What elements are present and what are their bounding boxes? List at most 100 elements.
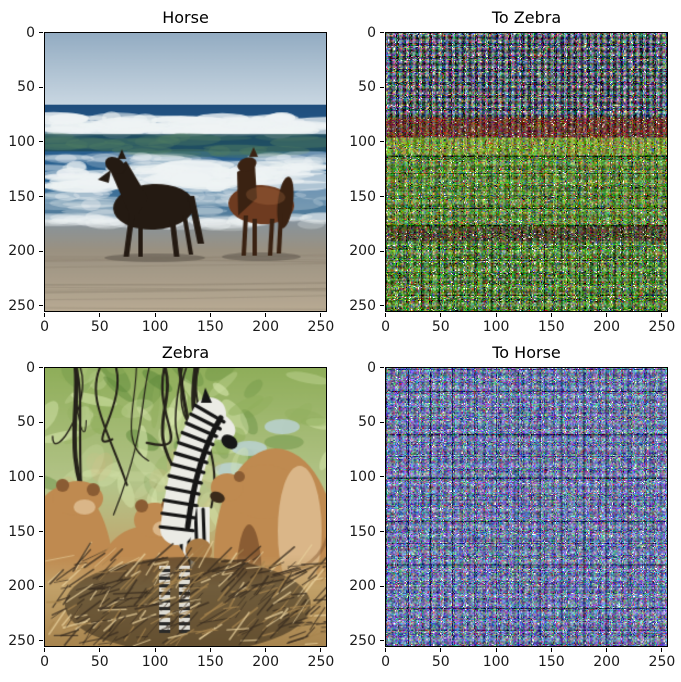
x-tick-label: 100 [482, 319, 510, 335]
y-tick-mark [380, 585, 384, 587]
x-tick-mark [385, 648, 387, 652]
x-tick-mark [209, 648, 211, 652]
x-tick-mark [606, 648, 608, 652]
zebra-photo-image [45, 368, 326, 646]
x-tick-mark [44, 313, 46, 317]
x-tick-mark [440, 313, 442, 317]
x-tick-mark [661, 313, 663, 317]
x-tick-label: 100 [482, 654, 510, 670]
y-tick-label: 0 [367, 24, 376, 41]
axes-frame-to-horse [385, 367, 668, 647]
x-tick-mark [320, 313, 322, 317]
x-tick-label: 200 [593, 319, 621, 335]
x-tick-mark [320, 648, 322, 652]
x-tick-label: 100 [141, 654, 169, 670]
y-tick-label: 50 [358, 414, 376, 431]
y-tick-mark [380, 305, 384, 307]
x-tick-label: 0 [40, 654, 50, 670]
x-tick-label: 150 [196, 319, 224, 335]
x-tick-label: 150 [537, 654, 565, 670]
x-tick-mark [550, 648, 552, 652]
y-tick-mark [380, 367, 384, 369]
y-tick-mark [380, 421, 384, 423]
x-tick-label: 50 [431, 654, 450, 670]
y-tick-mark [39, 531, 43, 533]
y-tick-label: 0 [367, 359, 376, 376]
y-tick-mark [380, 141, 384, 143]
subplot-title-to-zebra: To Zebra [491, 8, 562, 27]
x-tick-label: 0 [381, 654, 391, 670]
x-tick-mark [154, 313, 156, 317]
y-tick-mark [380, 640, 384, 642]
y-tick-label: 200 [349, 578, 376, 595]
x-tick-label: 150 [537, 319, 565, 335]
x-tick-label: 250 [648, 654, 676, 670]
y-tick-label: 50 [17, 414, 35, 431]
axes-frame-horse [44, 32, 327, 312]
y-tick-label: 250 [349, 632, 376, 649]
y-tick-label: 150 [8, 523, 35, 540]
y-tick-mark [39, 86, 43, 88]
axes-frame-to-zebra [385, 32, 668, 312]
x-tick-label: 0 [40, 319, 50, 335]
y-tick-label: 250 [349, 297, 376, 314]
x-tick-label: 200 [252, 319, 280, 335]
subplot-horse: Horse 0 50 100 150 200 250 0 50 100 150 200 250 [8, 8, 334, 335]
x-tick-mark [265, 648, 267, 652]
x-tick-mark [209, 313, 211, 317]
y-tick-label: 250 [8, 297, 35, 314]
x-tick-mark [99, 648, 101, 652]
x-tick-label: 50 [90, 654, 109, 670]
y-tick-mark [380, 86, 384, 88]
y-tick-label: 150 [349, 523, 376, 540]
x-tick-label: 100 [141, 319, 169, 335]
horse-photo-image [45, 33, 326, 311]
y-tick-label: 200 [8, 243, 35, 260]
y-tick-label: 100 [8, 468, 35, 485]
y-tick-mark [39, 421, 43, 423]
x-tick-label: 200 [593, 654, 621, 670]
x-tick-mark [550, 313, 552, 317]
y-tick-mark [380, 32, 384, 34]
y-tick-label: 100 [349, 468, 376, 485]
x-tick-mark [495, 313, 497, 317]
subplot-title-to-horse: To Horse [492, 343, 561, 362]
x-tick-label: 50 [90, 319, 109, 335]
y-tick-label: 100 [349, 133, 376, 150]
y-tick-label: 50 [17, 79, 35, 96]
y-tick-label: 0 [26, 24, 35, 41]
y-tick-mark [39, 305, 43, 307]
y-tick-label: 150 [349, 188, 376, 205]
x-tick-mark [44, 648, 46, 652]
x-tick-mark [265, 313, 267, 317]
y-tick-mark [380, 476, 384, 478]
subplot-to-horse: To Horse 0 50 100 150 200 250 0 50 100 150 200 250 [349, 343, 675, 670]
y-tick-mark [380, 196, 384, 198]
x-tick-mark [661, 648, 663, 652]
y-tick-mark [380, 531, 384, 533]
subplot-to-zebra: To Zebra 0 50 100 150 200 250 0 50 100 150 200 250 [349, 8, 675, 335]
y-tick-label: 200 [8, 578, 35, 595]
y-tick-mark [380, 250, 384, 252]
x-tick-mark [385, 313, 387, 317]
y-tick-label: 100 [8, 133, 35, 150]
x-tick-mark [440, 648, 442, 652]
x-tick-label: 200 [252, 654, 280, 670]
y-tick-mark [39, 250, 43, 252]
y-tick-label: 150 [8, 188, 35, 205]
y-tick-label: 250 [8, 632, 35, 649]
x-tick-label: 250 [648, 319, 676, 335]
x-tick-mark [154, 648, 156, 652]
x-tick-label: 50 [431, 319, 450, 335]
y-tick-label: 50 [358, 79, 376, 96]
y-tick-mark [39, 196, 43, 198]
subplot-title-horse: Horse [162, 8, 209, 27]
x-tick-label: 150 [196, 654, 224, 670]
x-tick-mark [606, 313, 608, 317]
x-tick-label: 250 [307, 319, 335, 335]
y-tick-mark [39, 367, 43, 369]
x-tick-mark [99, 313, 101, 317]
x-tick-label: 0 [381, 319, 391, 335]
subplot-zebra: Zebra 0 50 100 150 200 250 0 50 100 150 200 250 [8, 343, 334, 670]
